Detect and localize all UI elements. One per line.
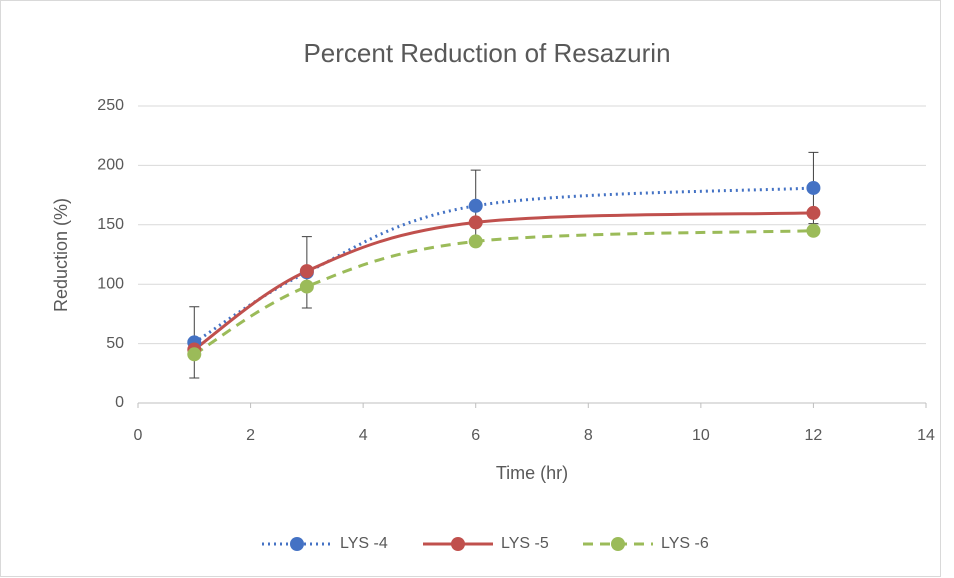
- x-tick-label: 14: [917, 427, 935, 444]
- y-tick-label: 200: [97, 157, 124, 174]
- legend-label: LYS -4: [340, 535, 388, 552]
- chart-title: Percent Reduction of Resazurin: [303, 38, 670, 68]
- y-tick-label: 0: [115, 394, 124, 411]
- series-line: [193, 211, 814, 351]
- legend-marker: [611, 537, 625, 551]
- x-tick-label: 10: [692, 427, 710, 444]
- data-point: [299, 279, 314, 294]
- y-tick-label: 100: [97, 275, 124, 292]
- y-tick-label: 50: [106, 335, 124, 352]
- legend-marker: [451, 537, 465, 551]
- x-tick-label: 12: [805, 427, 823, 444]
- data-point: [187, 347, 202, 362]
- series-line: [193, 229, 814, 356]
- x-tick-label: 0: [134, 427, 143, 444]
- legend-label: LYS -5: [501, 535, 549, 552]
- data-point: [299, 264, 314, 279]
- y-tick-label: 250: [97, 97, 124, 114]
- x-tick-label: 2: [246, 427, 255, 444]
- data-point: [468, 215, 483, 230]
- data-point: [806, 223, 821, 238]
- legend-marker: [290, 537, 304, 551]
- y-axis-label: Reduction (%): [51, 198, 71, 312]
- data-point: [806, 205, 821, 220]
- x-tick-label: 6: [471, 427, 480, 444]
- x-tick-label: 8: [584, 427, 593, 444]
- x-axis-label: Time (hr): [496, 463, 568, 483]
- data-point: [468, 234, 483, 249]
- data-point: [468, 198, 483, 213]
- legend-label: LYS -6: [661, 535, 709, 552]
- data-point: [806, 180, 821, 195]
- x-tick-label: 4: [359, 427, 368, 444]
- y-tick-label: 150: [97, 216, 124, 233]
